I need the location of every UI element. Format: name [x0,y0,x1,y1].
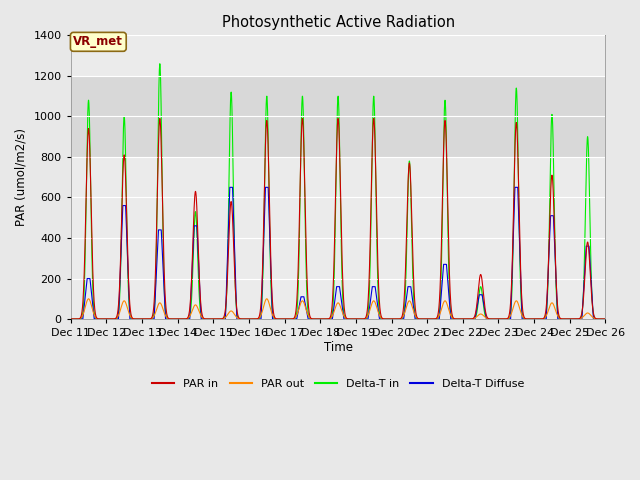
Legend: PAR in, PAR out, Delta-T in, Delta-T Diffuse: PAR in, PAR out, Delta-T in, Delta-T Dif… [148,374,529,393]
Text: VR_met: VR_met [74,36,124,48]
X-axis label: Time: Time [324,341,353,354]
Bar [70,76,605,157]
Title: Photosynthetic Active Radiation: Photosynthetic Active Radiation [221,15,454,30]
Y-axis label: PAR (umol/m2/s): PAR (umol/m2/s) [15,128,28,226]
